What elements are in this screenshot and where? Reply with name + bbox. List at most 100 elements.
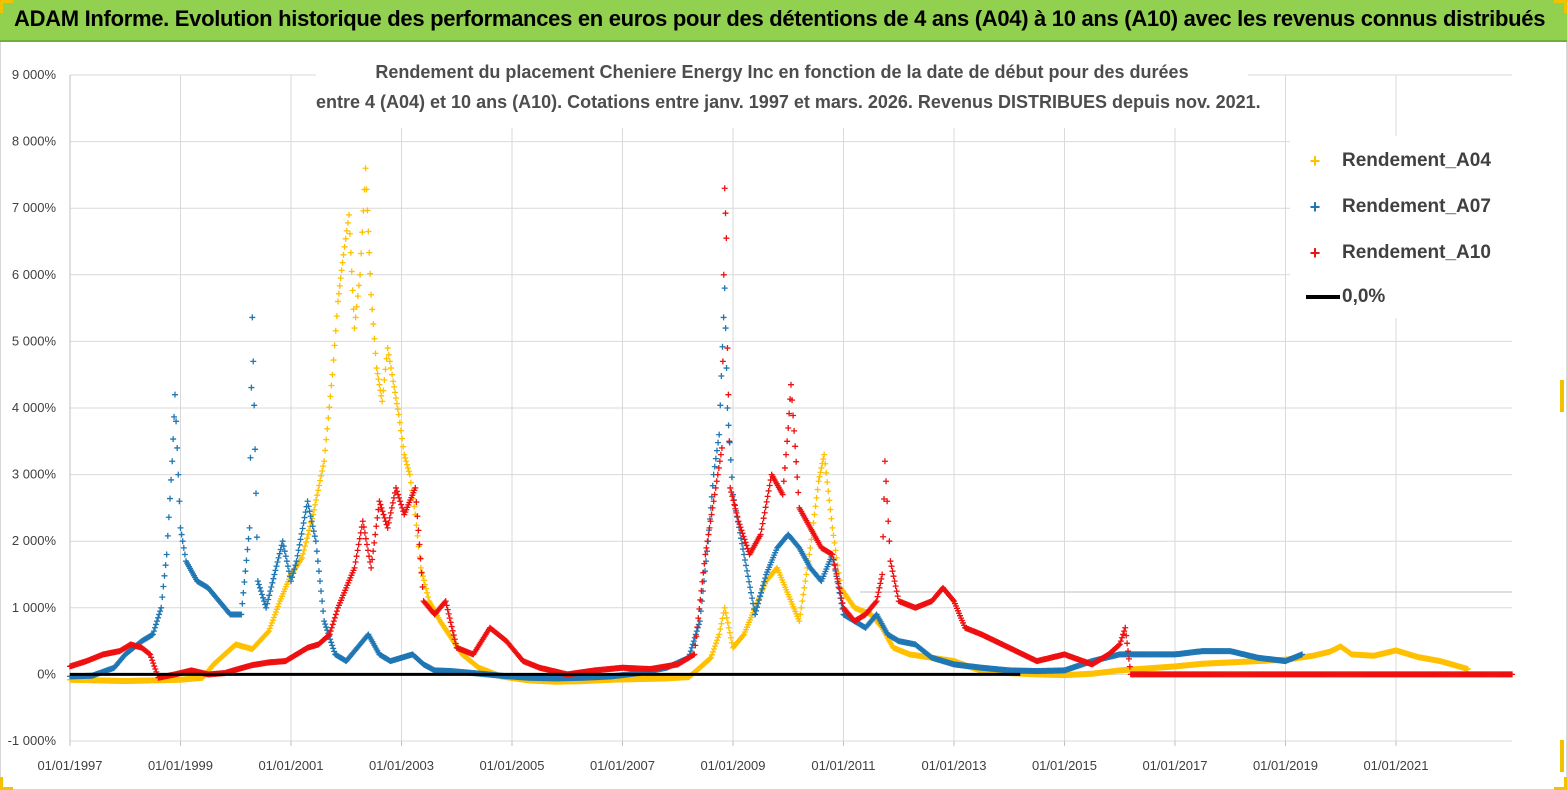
data-point <box>148 654 155 661</box>
data-point <box>294 552 301 559</box>
data-point <box>791 427 798 434</box>
data-point <box>726 438 733 445</box>
data-point <box>292 562 299 569</box>
data-point <box>293 558 300 565</box>
data-point <box>423 585 430 592</box>
data-point <box>171 391 178 398</box>
data-point <box>756 596 763 603</box>
x-tick-label: 01/01/2015 <box>1032 758 1097 773</box>
data-point <box>727 634 734 641</box>
data-point <box>326 631 333 638</box>
data-point <box>711 463 718 470</box>
data-point <box>353 553 360 560</box>
data-point <box>732 505 739 512</box>
data-point <box>258 591 265 598</box>
data-point <box>451 636 458 643</box>
data-point <box>783 451 790 458</box>
data-point <box>176 498 183 505</box>
data-point <box>413 522 420 529</box>
data-point <box>420 577 427 584</box>
data-point <box>717 626 724 633</box>
data-point <box>800 591 807 598</box>
data-point <box>364 207 371 214</box>
data-point <box>721 185 728 192</box>
data-point <box>705 531 712 538</box>
data-point <box>723 614 730 621</box>
data-point <box>724 405 731 411</box>
data-point <box>332 327 339 334</box>
data-point <box>712 484 719 491</box>
data-point <box>394 488 401 495</box>
data-point <box>728 639 735 646</box>
data-point <box>744 567 751 574</box>
data-point <box>366 249 373 256</box>
data-point <box>709 648 716 655</box>
data-point <box>333 313 340 320</box>
data-point <box>385 351 392 358</box>
data-point <box>801 584 808 591</box>
data-point <box>395 491 402 498</box>
data-point <box>708 511 715 518</box>
data-point <box>715 634 722 641</box>
data-point <box>298 530 305 537</box>
data-point <box>829 551 836 558</box>
data-point <box>325 632 332 639</box>
data-point <box>1125 648 1132 655</box>
data-point <box>417 564 424 571</box>
data-point <box>325 414 332 421</box>
data-point <box>763 498 770 505</box>
data-point <box>714 471 721 478</box>
data-point <box>342 235 349 242</box>
data-point <box>885 518 892 525</box>
data-point <box>692 642 699 649</box>
data-point <box>712 643 719 650</box>
data-point <box>335 290 342 297</box>
data-point <box>424 589 431 596</box>
y-tick-label: 2 000% <box>12 533 57 548</box>
data-point <box>309 523 316 530</box>
data-point <box>808 536 815 543</box>
x-tick-label: 01/01/2007 <box>590 758 655 773</box>
y-tick-label: 6 000% <box>12 267 57 282</box>
data-point <box>764 493 771 500</box>
legend-marker-a04: + <box>1309 151 1321 171</box>
data-point <box>271 611 278 618</box>
data-point <box>394 406 401 413</box>
data-point <box>699 578 706 585</box>
data-point <box>150 660 157 667</box>
data-point <box>877 580 884 587</box>
data-point <box>825 488 832 495</box>
data-point <box>398 501 405 508</box>
data-point <box>880 533 887 540</box>
data-point <box>162 562 169 569</box>
data-point <box>151 663 158 670</box>
data-point <box>785 424 792 431</box>
data-point <box>251 402 258 409</box>
data-point <box>155 614 162 621</box>
data-point <box>714 637 721 644</box>
data-point <box>340 251 347 258</box>
data-point <box>722 210 729 217</box>
data-point <box>889 568 896 575</box>
data-point <box>724 345 731 352</box>
data-point <box>722 325 729 332</box>
data-point <box>710 498 717 505</box>
data-point <box>263 604 270 611</box>
data-point <box>331 614 338 621</box>
data-point <box>1125 655 1132 662</box>
data-point <box>282 553 289 560</box>
data-point <box>717 451 724 458</box>
data-point <box>242 568 249 575</box>
data-point <box>159 594 166 601</box>
y-tick-label: 5 000% <box>12 333 57 348</box>
data-point <box>1123 632 1130 639</box>
data-point <box>794 474 801 481</box>
data-point <box>307 513 314 520</box>
data-point <box>872 599 879 606</box>
data-point <box>795 543 802 550</box>
data-point <box>151 624 158 631</box>
data-point <box>703 544 710 551</box>
data-point <box>827 506 834 513</box>
data-point <box>369 306 376 313</box>
data-point <box>296 541 303 548</box>
